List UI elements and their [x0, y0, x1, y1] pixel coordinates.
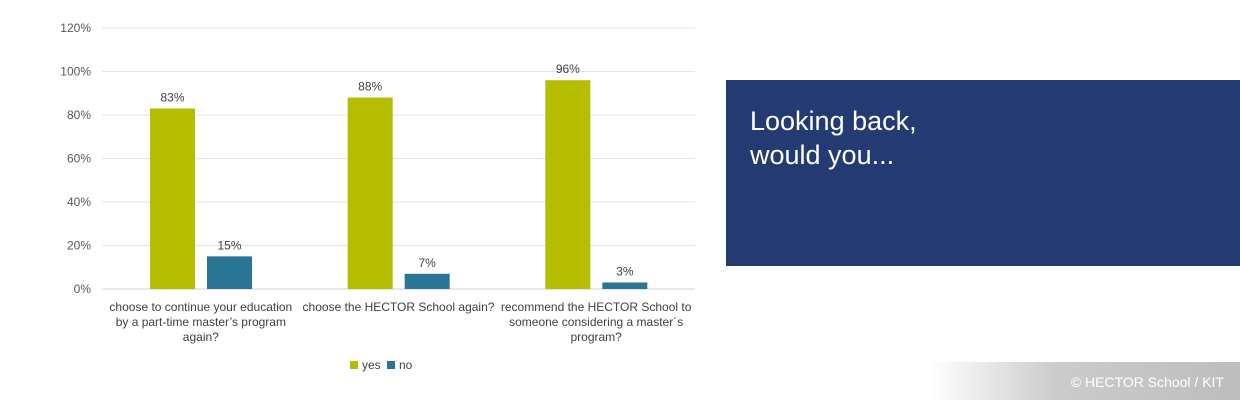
- bars: [150, 80, 648, 289]
- data-label-yes: 83%: [160, 90, 184, 104]
- legend-swatch-no: [387, 361, 395, 369]
- x-category-label: choose to continue your education by a pa…: [109, 300, 292, 344]
- bar-no: [404, 273, 450, 289]
- y-tick-label: 0%: [74, 282, 92, 296]
- y-axis: 0% 20% 40% 60% 80% 100% 120%: [60, 21, 91, 296]
- data-label-yes: 88%: [358, 80, 382, 94]
- bar-chart: 0%20%40%60%80%100%120% 83%88%96%15%7%3% …: [60, 21, 695, 372]
- bar-no: [602, 282, 648, 289]
- data-label-yes: 96%: [556, 62, 580, 76]
- data-labels: 83% 88% 96% 15% 7% 3%: [160, 62, 633, 278]
- bar-yes: [150, 108, 195, 289]
- data-label-no: 3%: [616, 264, 634, 278]
- legend-swatch-yes: [350, 361, 358, 369]
- data-label-no: 15%: [217, 238, 241, 252]
- data-label-no: 7%: [418, 256, 436, 270]
- y-tick-label: 40%: [67, 195, 91, 209]
- x-category-label: choose the HECTOR School again?: [303, 300, 495, 314]
- y-tick-label: 80%: [67, 108, 91, 122]
- legend: yes no: [350, 358, 413, 372]
- y-tick-label: 100%: [60, 65, 91, 79]
- legend-label-yes: yes: [362, 358, 381, 372]
- x-category-label: recommend the HECTOR School to someone co…: [501, 300, 692, 344]
- x-axis-categories: choose to continue your education by a pa…: [109, 300, 691, 344]
- question-panel: Looking back, would you...: [726, 80, 1240, 266]
- gridlines: [102, 27, 695, 290]
- bar-no: [207, 256, 252, 289]
- bar-yes: [545, 80, 591, 289]
- legend-label-no: no: [399, 358, 413, 372]
- y-tick-label: 120%: [60, 21, 91, 35]
- panel-heading: Looking back, would you...: [750, 106, 917, 170]
- bar-yes: [347, 97, 393, 289]
- y-tick-label: 20%: [67, 239, 91, 253]
- y-tick-label: 60%: [67, 152, 91, 166]
- copyright-credit: © HECTOR School / KIT: [930, 362, 1240, 400]
